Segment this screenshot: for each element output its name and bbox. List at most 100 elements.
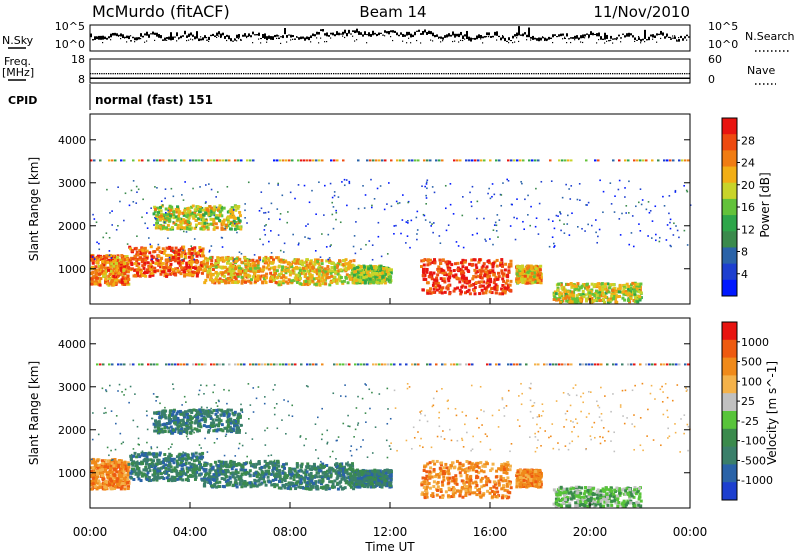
data-cell [234,221,238,225]
nave-dot [373,73,375,75]
data-cell [571,295,575,299]
data-cell [311,269,315,273]
data-cell [464,276,468,280]
data-cell [613,211,616,213]
data-cell [188,267,192,271]
data-cell [445,229,448,232]
noise-bar [180,35,182,39]
data-cell [221,271,225,275]
data-cell [162,218,166,222]
data-cell [200,271,204,275]
data-cell [103,487,107,491]
nave-dot [391,73,393,75]
data-cell [483,274,487,278]
scatter-point [294,363,297,366]
data-cell [218,214,222,218]
data-cell [674,189,677,192]
scatter-point [375,159,378,162]
noise-bar [356,28,358,33]
data-cell [470,205,473,208]
data-cell [489,197,492,200]
data-cell [221,237,224,239]
data-cell [535,280,539,284]
nave-dot [166,73,168,75]
data-cell [582,295,586,299]
data-cell [103,458,107,462]
nave-dot [488,73,490,75]
data-cell [126,274,130,278]
data-cell [251,275,255,279]
data-cell [582,283,586,287]
noise-search-dot [286,41,288,43]
data-cell [331,269,335,273]
nave-dot [144,73,146,75]
nave-dot [369,73,371,75]
nave-dot [173,73,175,75]
scatter-point [537,159,540,162]
noise-bar [354,30,356,34]
data-cell [141,249,145,253]
noise-bar [366,34,368,36]
noise-bar [440,36,442,39]
data-cell [492,243,494,246]
data-cell [244,265,248,269]
data-cell [92,213,94,216]
data-cell [176,223,180,227]
data-cell [554,292,558,296]
y-tick-label: 3000 [58,177,86,190]
data-cell [301,263,305,267]
nave-dot [366,73,369,75]
data-cell [193,226,197,230]
data-cell [212,227,216,231]
data-cell [465,280,469,284]
data-cell [559,283,563,287]
noise-bar [662,32,664,36]
data-cell [210,206,214,210]
noise-bar [264,33,266,39]
nave-dot [342,73,344,75]
scatter-point [423,159,426,162]
data-cell [177,256,181,260]
data-cell [568,289,572,293]
data-cell [222,218,226,222]
data-cell [166,227,170,231]
scatter-point [474,159,477,162]
data-cell [170,226,174,230]
data-cell [570,290,574,294]
data-cell [550,180,553,182]
data-cell [115,485,119,489]
data-cell [221,246,224,248]
data-cell [198,452,202,456]
noise-bar [380,32,382,34]
data-cell [570,292,574,296]
scatter-point [336,159,339,162]
data-cell [231,212,235,216]
noise-bar [144,33,146,36]
data-cell [506,275,510,279]
data-cell [319,256,322,258]
data-cell [186,207,190,211]
data-cell [287,211,289,213]
data-cell [516,280,520,284]
data-cell [626,293,630,297]
scatter-point [198,159,201,162]
data-cell [108,471,112,475]
data-cell [179,223,183,227]
noise-search-dot [562,38,564,40]
nave-dot [564,73,567,75]
data-cell [135,259,139,263]
data-cell [530,271,534,275]
noise-search-dot [580,41,582,43]
scatter-point [594,159,597,162]
data-cell [623,283,627,287]
data-cell [494,283,498,287]
data-cell [91,458,95,462]
data-cell [335,281,339,285]
scatter-point [414,159,417,162]
data-cell [372,281,376,285]
data-cell [176,226,180,230]
scatter-point [687,363,690,366]
data-cell [186,213,190,217]
noise-bar [390,30,392,33]
data-cell [463,277,467,281]
